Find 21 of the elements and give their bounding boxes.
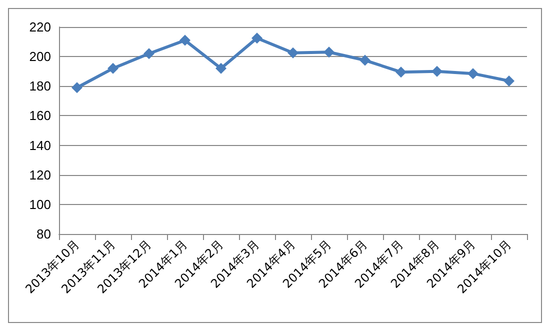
- point: [504, 75, 514, 86]
- point: [252, 32, 262, 44]
- y-tick-label: 140: [29, 138, 51, 153]
- point: [324, 46, 334, 58]
- point: [432, 66, 442, 77]
- point: [396, 66, 406, 78]
- point: [288, 47, 298, 58]
- point: [72, 82, 82, 94]
- point: [108, 62, 118, 74]
- y-tick-label: 80: [36, 226, 51, 242]
- point: [468, 68, 478, 80]
- y-tick-label: 120: [29, 167, 51, 182]
- point: [360, 54, 370, 66]
- point: [216, 62, 226, 74]
- y-tick-label: 220: [29, 20, 51, 34]
- point: [144, 48, 154, 60]
- y-tick-label: 160: [29, 108, 51, 124]
- point: [180, 34, 190, 46]
- y-tick-label: 100: [29, 196, 51, 212]
- y-tick-label: 180: [29, 78, 51, 94]
- y-tick-label: 200: [29, 49, 51, 64]
